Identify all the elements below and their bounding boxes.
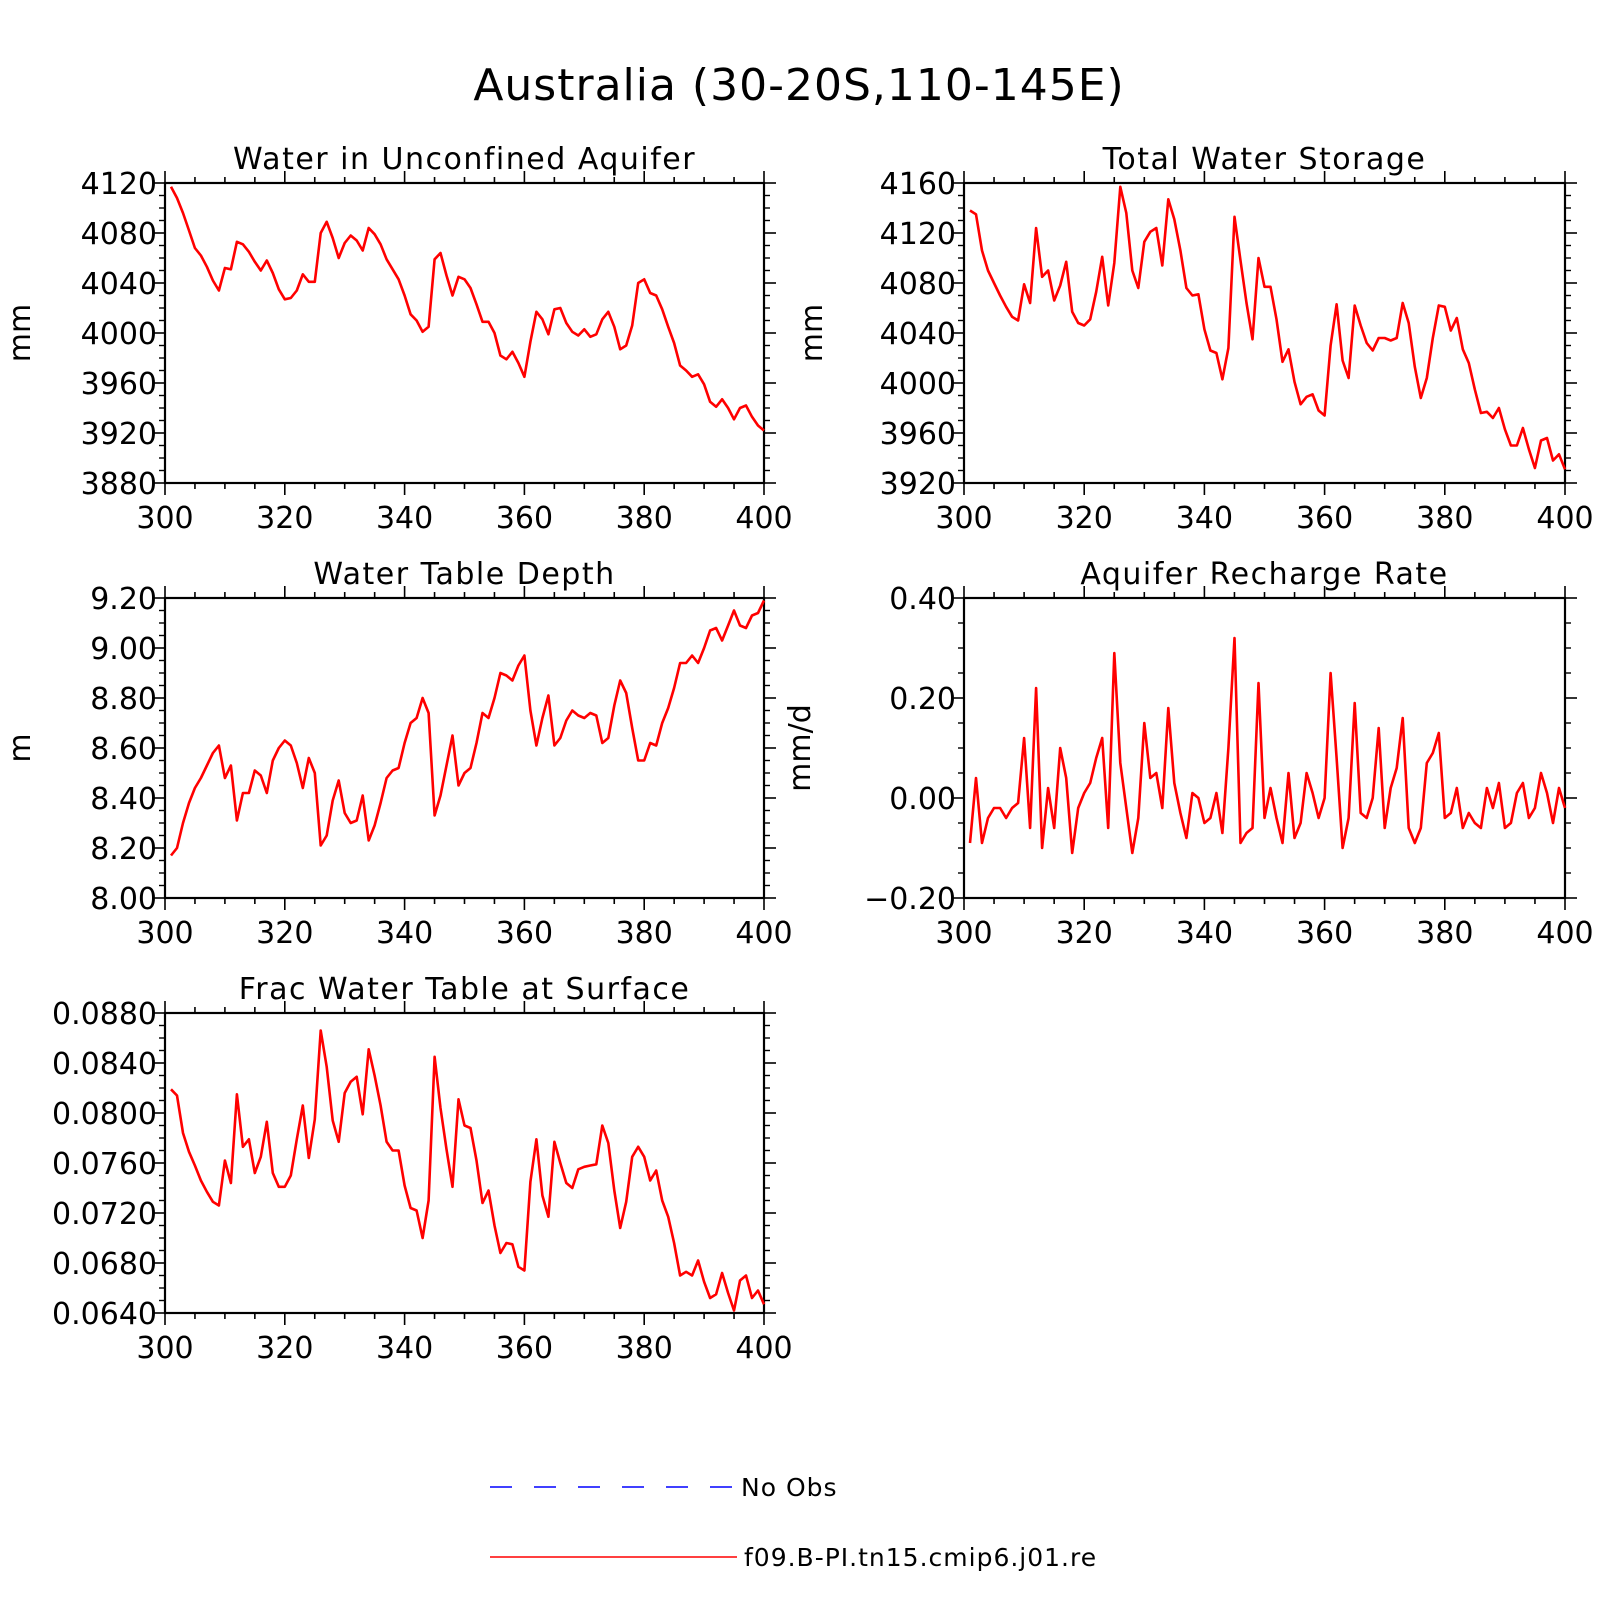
x-tick-label: 400 — [1536, 916, 1593, 951]
y-axis-label: mm — [3, 304, 38, 362]
y-tick-label: 9.20 — [90, 582, 157, 617]
panel-title: Aquifer Recharge Rate — [1080, 557, 1448, 592]
plot-frame — [962, 181, 1567, 485]
y-axis-label: mm — [795, 304, 830, 362]
x-tick-label: 360 — [496, 916, 553, 951]
x-tick-label: 300 — [935, 916, 992, 951]
x-tick-label: 380 — [616, 501, 673, 536]
chart-panel: Water Table Depth m 300 320 340 360 380 400 8.00… — [3, 557, 793, 951]
y-tick-label: −0.20 — [864, 882, 956, 917]
y-axis-label: m — [3, 733, 38, 762]
x-tick-label: 300 — [935, 501, 992, 536]
chart-panel: Aquifer Recharge Rate mm/d 300 320 340 360 380… — [783, 557, 1594, 951]
figure-title: Australia (30-20S,110-145E) — [473, 60, 1124, 111]
y-tick-label: 8.40 — [90, 782, 157, 817]
y-tick-label: 4160 — [880, 167, 956, 202]
x-tick-label: 380 — [1416, 916, 1473, 951]
y-tick-label: 0.0880 — [52, 997, 157, 1032]
x-tick-label: 340 — [1176, 916, 1233, 951]
y-tick-label: 0.20 — [889, 682, 956, 717]
x-tick-label: 340 — [376, 916, 433, 951]
legend-label-no-obs: No Obs — [741, 1473, 838, 1502]
x-tick-label: 300 — [136, 501, 193, 536]
series-line — [968, 636, 1567, 855]
x-tick-label: 400 — [735, 916, 792, 951]
y-tick-label: 0.0840 — [52, 1047, 157, 1082]
x-tick-label: 400 — [1536, 501, 1593, 536]
panel-title: Frac Water Table at Surface — [239, 972, 691, 1007]
x-tick-label: 320 — [256, 1331, 313, 1366]
y-tick-label: 8.60 — [90, 732, 157, 767]
x-tick-label: 360 — [1296, 916, 1353, 951]
y-tick-label: 0.0680 — [52, 1247, 157, 1282]
y-tick-label: 0.0760 — [52, 1147, 157, 1182]
panels: Water in Unconfined Aquifer mm 300 320 340 36… — [3, 142, 1594, 1366]
x-tick-label: 400 — [735, 501, 792, 536]
y-tick-label: 9.00 — [90, 632, 157, 667]
y-tick-label: 3960 — [880, 417, 956, 452]
x-tick-label: 380 — [1416, 501, 1473, 536]
x-tick-label: 380 — [616, 1331, 673, 1366]
x-tick-label: 360 — [496, 501, 553, 536]
y-tick-label: 0.0720 — [52, 1197, 157, 1232]
x-tick-label: 300 — [136, 916, 193, 951]
x-tick-label: 320 — [256, 501, 313, 536]
y-tick-label: 4120 — [880, 217, 956, 252]
plot-frame — [163, 1011, 766, 1315]
y-tick-label: 3920 — [880, 467, 956, 502]
x-tick-label: 320 — [1056, 501, 1113, 536]
panel-title: Water in Unconfined Aquifer — [233, 142, 696, 177]
y-tick-label: 4080 — [81, 217, 157, 252]
x-tick-label: 340 — [1176, 501, 1233, 536]
x-tick-label: 400 — [735, 1331, 792, 1366]
y-tick-label: 8.80 — [90, 682, 157, 717]
panel-title: Water Table Depth — [313, 557, 615, 592]
y-tick-label: 0.0640 — [52, 1297, 157, 1332]
series-line — [169, 599, 766, 857]
y-tick-label: 3920 — [81, 417, 157, 452]
plot-frame — [163, 596, 766, 900]
x-tick-label: 320 — [256, 916, 313, 951]
y-tick-label: 8.20 — [90, 832, 157, 867]
series-line — [170, 1029, 766, 1312]
y-tick-label: 4040 — [880, 317, 956, 352]
x-tick-label: 360 — [496, 1331, 553, 1366]
plot-frame — [962, 596, 1567, 900]
y-tick-label: 4120 — [81, 167, 157, 202]
x-tick-label: 300 — [136, 1331, 193, 1366]
y-tick-label: 3960 — [81, 367, 157, 402]
y-tick-label: 8.00 — [90, 882, 157, 917]
x-tick-label: 360 — [1296, 501, 1353, 536]
chart-panel: Water in Unconfined Aquifer mm 300 320 340 36… — [3, 142, 793, 536]
panel-title: Total Water Storage — [1102, 142, 1427, 177]
y-tick-label: 4000 — [81, 317, 157, 352]
y-tick-label: 0.00 — [889, 782, 956, 817]
legend-label-model: f09.B-PI.tn15.cmip6.j01.re — [744, 1543, 1097, 1572]
y-tick-label: 4040 — [81, 267, 157, 302]
chart-panel: Total Water Storage mm 300 320 340 360 380 400 3… — [795, 142, 1594, 536]
y-tick-label: 3880 — [81, 467, 157, 502]
y-axis-label: mm/d — [783, 704, 818, 792]
legend: No Obs f09.B-PI.tn15.cmip6.j01.re — [490, 1473, 1097, 1572]
y-tick-label: 0.0800 — [52, 1097, 157, 1132]
y-tick-label: 4080 — [880, 267, 956, 302]
plot-frame — [163, 181, 766, 485]
x-tick-label: 340 — [376, 501, 433, 536]
y-tick-label: 0.40 — [889, 582, 956, 617]
series-line — [969, 185, 1567, 470]
x-tick-label: 320 — [1056, 916, 1113, 951]
x-tick-label: 340 — [376, 1331, 433, 1366]
series-line — [169, 186, 765, 432]
chart-panel: Frac Water Table at Surface 300 320 340 360 3… — [52, 972, 793, 1366]
x-tick-label: 380 — [616, 916, 673, 951]
y-tick-label: 4000 — [880, 367, 956, 402]
